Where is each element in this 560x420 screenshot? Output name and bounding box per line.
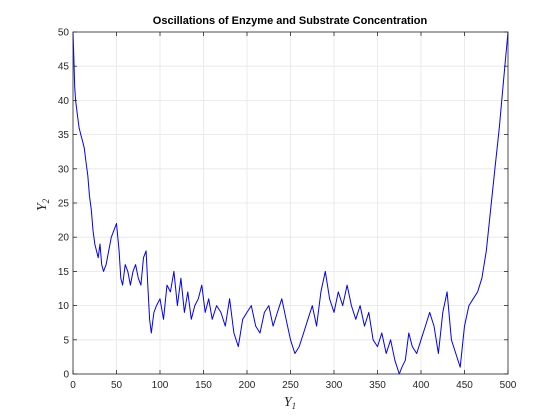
x-tick-label: 100 [152,380,169,391]
y-axis-label-base: Y [35,201,50,211]
x-axis-label: Y1 [284,395,296,411]
series-line-0 [72,31,509,375]
y-tick-label: 45 [58,62,70,73]
x-tick-label: 500 [500,380,517,391]
x-tick-label: 300 [326,380,343,391]
y-tick-label: 20 [58,233,70,244]
y-tick-label: 25 [58,199,70,210]
x-axis-label-sub: 1 [292,401,297,411]
x-tick-label: 400 [413,380,430,391]
y-axis-label: Y2 [35,198,51,211]
x-tick-label: 150 [195,380,212,391]
y-tick-label: 5 [63,335,69,346]
ticks: 0 50 100 150 200 250 300 350 400 450 500 0 5 10 15 20 25… [58,28,517,392]
y-tick-label: 40 [58,96,70,107]
y-tick-label: 35 [58,130,70,141]
series-layer [72,31,509,375]
y-axis-label-sub: 2 [41,198,51,203]
x-tick-label: 450 [456,380,473,391]
y-tick-label: 0 [63,370,69,381]
x-tick-label: 50 [111,380,123,391]
x-tick-label: 350 [369,380,386,391]
x-tick-label: 250 [282,380,299,391]
y-tick-label: 10 [58,301,70,312]
y-tick-label: 50 [58,28,70,39]
x-tick-label: 200 [239,380,256,391]
chart-title: Oscillations of Enzyme and Substrate Con… [153,15,428,27]
x-tick-label: 0 [70,380,76,391]
y-tick-label: 30 [58,164,70,175]
y-tick-label: 15 [58,267,70,278]
x-axis-label-base: Y [284,395,294,410]
